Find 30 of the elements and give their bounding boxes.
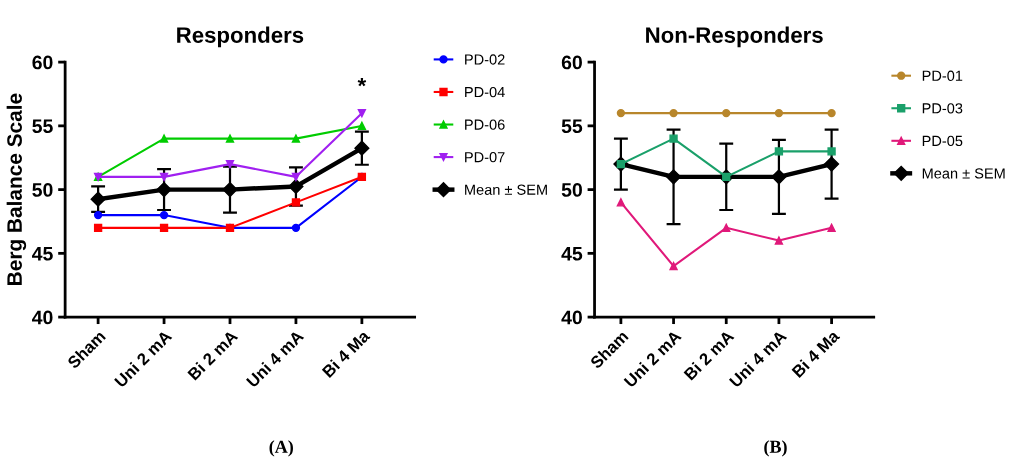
y-axis-title: Berg Balance Scale — [6, 93, 27, 285]
legend-label: PD-01 — [922, 70, 963, 81]
y-tick-label: 40 — [32, 310, 53, 325]
x-tick-label: Uni 2 mA — [113, 329, 173, 388]
y-tick-label: 50 — [561, 183, 582, 197]
chart-title: Non-Responders — [646, 26, 823, 48]
y-tick-label: 45 — [561, 247, 583, 261]
chart-title: Responders — [177, 26, 304, 48]
y-tick-label: 60 — [32, 55, 53, 70]
y-tick-label: 60 — [561, 55, 582, 70]
text: (B) — [764, 440, 787, 457]
y-tick-label: 55 — [32, 119, 53, 134]
x-tick-label: Uni 4 mA — [245, 329, 305, 388]
y-tick-label: 55 — [561, 119, 583, 134]
y-tick-label: 45 — [32, 247, 53, 261]
y-tick-label: 50 — [32, 183, 53, 197]
x-tick-label: Bi 2 mA — [186, 329, 239, 381]
x-tick-label: Bi 4 Ma — [791, 328, 841, 379]
x-tick-label: Bi 4 Ma — [321, 328, 371, 379]
annotation: * — [357, 78, 367, 87]
legend-label: PD-07 — [465, 152, 505, 163]
y-tick-label: 40 — [561, 310, 582, 325]
legend-label: Mean ± SEM — [465, 184, 547, 195]
legend-label: Mean ± SEM — [922, 168, 1005, 179]
legend-label: PD-06 — [465, 119, 505, 130]
legend-label: PD-02 — [465, 54, 505, 65]
text: (A) — [269, 440, 293, 457]
legend-label: PD-04 — [465, 86, 505, 98]
legend-label: PD-05 — [922, 135, 963, 147]
legend-label: PD-03 — [922, 103, 963, 114]
